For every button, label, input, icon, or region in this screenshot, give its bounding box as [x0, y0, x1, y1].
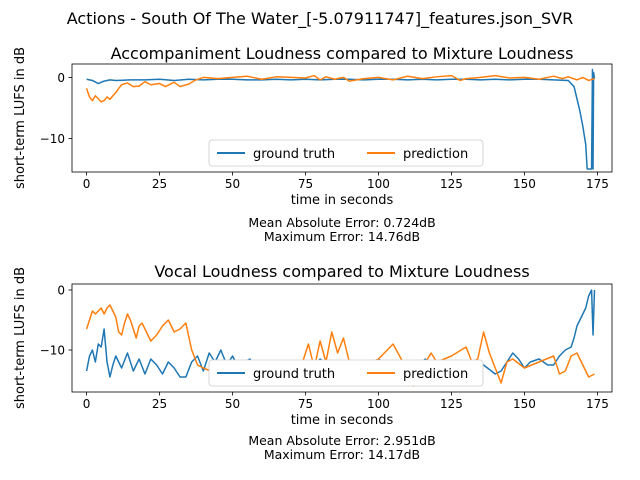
x-axis-label: time in seconds: [291, 413, 394, 428]
legend-label: ground truth: [253, 367, 335, 382]
x-tick-label: 50: [225, 177, 240, 191]
error-metric-text: Mean Absolute Error: 0.724dB: [248, 215, 435, 230]
legend-label: ground truth: [253, 147, 335, 162]
x-tick-label: 0: [83, 177, 91, 191]
chart-title: Accompaniment Loudness compared to Mixtu…: [111, 44, 574, 63]
y-tick-label: 0: [57, 71, 65, 85]
plot-frame: [71, 283, 613, 393]
x-tick-label: 175: [586, 397, 609, 411]
x-tick-label: 75: [298, 397, 313, 411]
legend-frame: [208, 359, 484, 387]
series-line-prediction: [85, 74, 595, 103]
x-tick-label: 125: [440, 397, 463, 411]
figure-suptitle: Actions - South Of The Water_[-5.0791174…: [67, 9, 574, 29]
x-tick-label: 100: [367, 177, 390, 191]
y-tick-label: 0: [57, 284, 65, 298]
error-metric-text: Mean Absolute Error: 2.951dB: [248, 433, 435, 448]
plot-frame: [71, 63, 613, 173]
error-metric-text: Maximum Error: 14.76dB: [264, 229, 420, 244]
legend-label: prediction: [403, 147, 468, 162]
x-tick-label: 125: [440, 177, 463, 191]
series-line-ground-truth: [86, 68, 596, 170]
legend: ground truth prediction: [208, 139, 484, 167]
x-tick-label: 0: [83, 397, 91, 411]
x-tick-label: 25: [152, 177, 167, 191]
x-tick-label: 175: [586, 177, 609, 191]
chart-panel-1: Accompaniment Loudness compared to Mixtu…: [13, 44, 613, 244]
x-tick-label: 150: [513, 397, 536, 411]
y-tick-label: −10: [40, 344, 65, 358]
y-axis-label: short-term LUFS in dB: [13, 267, 28, 409]
legend: ground truth prediction: [208, 359, 484, 387]
x-tick-label: 150: [513, 177, 536, 191]
x-axis-label: time in seconds: [291, 193, 394, 208]
legend-label: prediction: [403, 367, 468, 382]
chart-title: Vocal Loudness compared to Mixture Loudn…: [154, 262, 529, 281]
x-tick-label: 75: [298, 177, 313, 191]
chart-panel-2: Vocal Loudness compared to Mixture Loudn…: [13, 262, 613, 462]
error-metric-text: Maximum Error: 14.17dB: [264, 447, 420, 462]
legend-frame: [208, 139, 484, 167]
x-tick-label: 25: [152, 397, 167, 411]
y-axis-label: short-term LUFS in dB: [13, 47, 28, 189]
x-tick-label: 50: [225, 397, 240, 411]
y-tick-label: −10: [40, 132, 65, 146]
x-tick-label: 100: [367, 397, 390, 411]
charts-container: Accompaniment Loudness compared to Mixtu…: [13, 44, 613, 462]
